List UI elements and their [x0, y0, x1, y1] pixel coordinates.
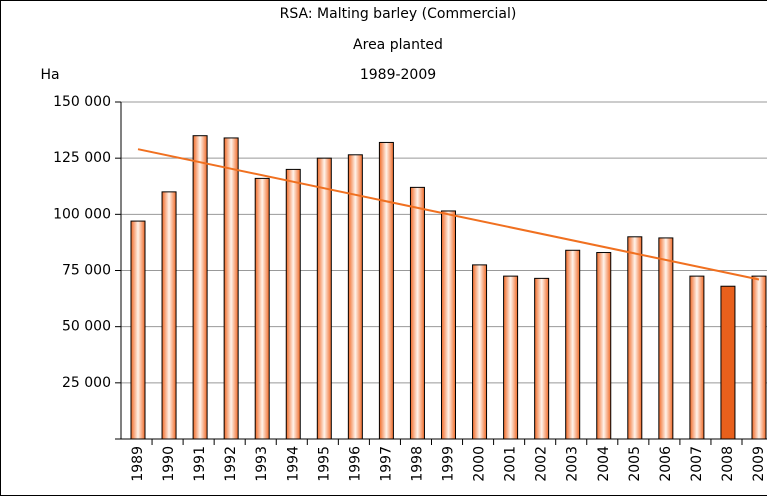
- bar: [316, 157, 332, 440]
- y-tick-label: 25 000: [62, 375, 111, 391]
- bar: [409, 186, 425, 440]
- y-tick-label: 50 000: [62, 319, 111, 335]
- x-tick-label: 2002: [534, 446, 550, 482]
- bar: [658, 237, 674, 440]
- x-tick-label: 2004: [596, 446, 612, 482]
- chart-title: RSA: Malting barley (Commercial): [280, 6, 517, 22]
- bar: [285, 168, 301, 440]
- x-tick-label: 1999: [441, 446, 457, 482]
- chart-subtitle: 1989-2009: [360, 67, 436, 83]
- x-tick-label: 2005: [627, 446, 643, 482]
- y-tick-label: 150 000: [53, 94, 111, 110]
- x-tick-label: 1995: [316, 446, 332, 482]
- bar: [223, 137, 239, 440]
- bar: [534, 277, 550, 440]
- x-tick-label: 2007: [689, 446, 705, 482]
- trendline: [137, 148, 760, 281]
- x-tick-label: 2001: [503, 446, 519, 482]
- chart-subtitle: Area planted: [353, 37, 443, 53]
- y-axis-label: Ha: [40, 67, 59, 83]
- bar: [720, 285, 736, 440]
- bar: [378, 141, 394, 440]
- x-tick-label: 2000: [472, 446, 488, 482]
- bar: [596, 252, 612, 440]
- x-tick-label: 2006: [658, 446, 674, 482]
- bar: [254, 177, 270, 440]
- bar: [161, 191, 177, 440]
- bar: [503, 275, 519, 440]
- bar: [441, 210, 456, 440]
- bar: [627, 236, 643, 440]
- x-tick-label: 2003: [565, 446, 581, 482]
- x-tick-label: 1997: [378, 446, 394, 482]
- x-tick-label: 1990: [161, 446, 177, 482]
- y-tick-label: 125 000: [53, 150, 111, 166]
- x-tick-label: 1993: [254, 446, 270, 482]
- bar: [472, 264, 488, 440]
- x-tick-label: 1991: [192, 446, 208, 482]
- bar: [565, 249, 581, 440]
- y-tick-label: 75 000: [62, 263, 111, 279]
- bar: [751, 275, 767, 440]
- x-tick-label: 1998: [409, 446, 425, 482]
- x-tick-label: 2009: [751, 446, 767, 482]
- bar: [192, 135, 208, 440]
- bar: [347, 154, 363, 440]
- x-tick-label: 1996: [347, 446, 363, 482]
- x-tick-label: 1989: [130, 446, 146, 482]
- bar: [689, 275, 705, 440]
- bar: [130, 220, 146, 440]
- x-tick-label: 1992: [223, 446, 239, 482]
- y-tick-label: 100 000: [53, 206, 111, 222]
- x-tick-label: 2008: [720, 446, 736, 482]
- x-tick-label: 1994: [285, 446, 301, 482]
